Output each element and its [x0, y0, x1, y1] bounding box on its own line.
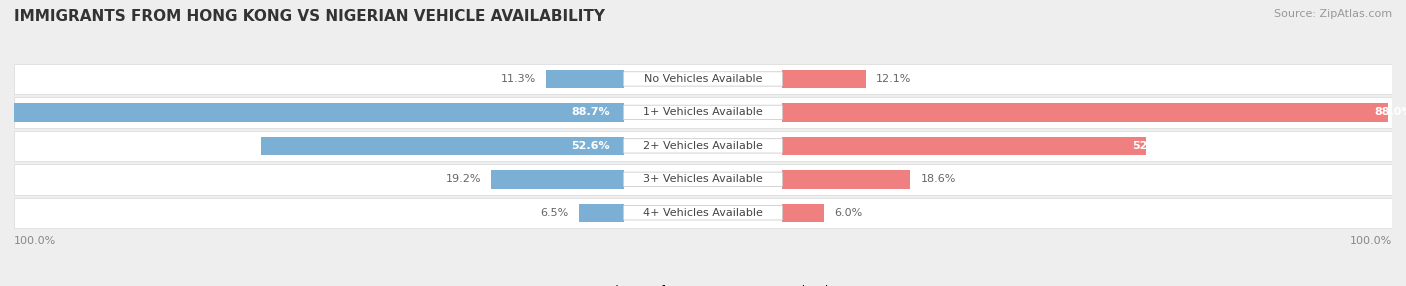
- Bar: [782, 70, 866, 88]
- Text: 6.5%: 6.5%: [540, 208, 568, 218]
- Bar: [13, 103, 624, 122]
- Bar: [782, 170, 910, 188]
- Bar: [14, 164, 1392, 194]
- Bar: [492, 170, 624, 188]
- Bar: [782, 137, 1146, 155]
- Bar: [14, 198, 1392, 228]
- FancyBboxPatch shape: [623, 72, 783, 86]
- FancyBboxPatch shape: [623, 105, 783, 120]
- Text: 2+ Vehicles Available: 2+ Vehicles Available: [643, 141, 763, 151]
- FancyBboxPatch shape: [623, 172, 783, 186]
- Bar: [782, 103, 1389, 122]
- Text: 18.6%: 18.6%: [921, 174, 956, 184]
- Text: 88.0%: 88.0%: [1375, 108, 1406, 118]
- Bar: [14, 64, 1392, 94]
- FancyBboxPatch shape: [623, 139, 783, 153]
- Text: 100.0%: 100.0%: [14, 236, 56, 245]
- Text: 88.7%: 88.7%: [571, 108, 610, 118]
- Text: 4+ Vehicles Available: 4+ Vehicles Available: [643, 208, 763, 218]
- Text: 100.0%: 100.0%: [1350, 236, 1392, 245]
- Bar: [14, 97, 1392, 128]
- Text: Source: ZipAtlas.com: Source: ZipAtlas.com: [1274, 9, 1392, 19]
- FancyBboxPatch shape: [623, 206, 783, 220]
- Text: 19.2%: 19.2%: [446, 174, 481, 184]
- Text: 6.0%: 6.0%: [834, 208, 862, 218]
- Text: 3+ Vehicles Available: 3+ Vehicles Available: [643, 174, 763, 184]
- Text: IMMIGRANTS FROM HONG KONG VS NIGERIAN VEHICLE AVAILABILITY: IMMIGRANTS FROM HONG KONG VS NIGERIAN VE…: [14, 9, 605, 23]
- Bar: [14, 131, 1392, 161]
- Bar: [262, 137, 624, 155]
- Legend: Immigrants from Hong Kong, Nigerian: Immigrants from Hong Kong, Nigerian: [557, 281, 849, 286]
- Text: No Vehicles Available: No Vehicles Available: [644, 74, 762, 84]
- Bar: [782, 204, 824, 222]
- Text: 52.8%: 52.8%: [1132, 141, 1171, 151]
- Text: 11.3%: 11.3%: [501, 74, 536, 84]
- Text: 12.1%: 12.1%: [876, 74, 911, 84]
- Text: 52.6%: 52.6%: [571, 141, 610, 151]
- Bar: [579, 204, 624, 222]
- Bar: [546, 70, 624, 88]
- Text: 1+ Vehicles Available: 1+ Vehicles Available: [643, 108, 763, 118]
